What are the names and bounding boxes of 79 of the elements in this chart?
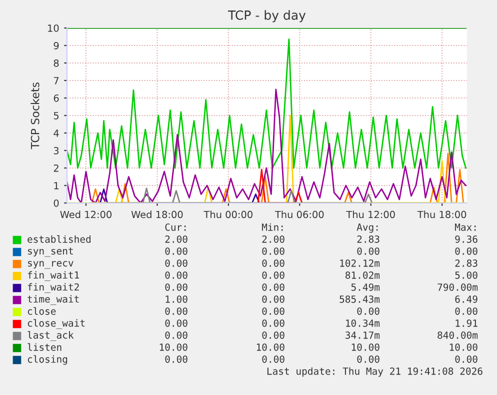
text: Cur: — [165, 223, 186, 231]
text: 2.00 — [165, 235, 188, 243]
y-axis-title: TCP Sockets — [30, 82, 40, 150]
text: Last update: Thu May 21 19:41:08 2026 — [267, 367, 482, 377]
y-tick-label: 3 — [54, 146, 59, 154]
text: 0.00 — [262, 331, 284, 339]
text: 102.12m — [340, 259, 380, 267]
text: Avg: — [356, 224, 378, 233]
text: 0.00 — [165, 271, 188, 279]
text: 0.00 — [262, 259, 284, 267]
y-tick-label: 1 — [54, 182, 58, 190]
legend-label: last_ack — [28, 331, 74, 341]
y-tick-label: 2 — [54, 164, 58, 172]
x-tick-label: Thu 06:00 — [274, 210, 324, 218]
text: 0.00 — [455, 355, 478, 363]
legend-label: fin_wait2 — [28, 283, 79, 293]
text: 2.83 — [455, 259, 478, 267]
text: 0.00 — [357, 355, 380, 363]
y-tick-label: 8 — [54, 59, 59, 67]
text: 0.00 — [262, 283, 284, 291]
text: 840.00m — [438, 331, 478, 339]
text: 0.00 — [165, 307, 188, 315]
text: 0.00 — [165, 331, 188, 339]
text: 10.34m — [346, 319, 380, 327]
text: 0.00 — [357, 307, 380, 315]
text: 790.00m — [438, 283, 478, 291]
y-tick-label: 9 — [54, 42, 59, 50]
text: 1.00 — [166, 295, 188, 303]
text: 0.00 — [165, 355, 188, 363]
text: 9.36 — [455, 235, 478, 243]
text: 81.02m — [346, 271, 380, 279]
legend-label: syn_sent — [28, 248, 73, 257]
text: 0.00 — [262, 355, 284, 363]
y-tick-label: 7 — [54, 77, 59, 84]
text: 5.00 — [455, 271, 478, 279]
text: 0.00 — [262, 247, 284, 255]
x-tick-label: Thu 12:00 — [346, 210, 395, 218]
text: 0.00 — [165, 259, 188, 267]
text: 5.49m — [351, 283, 380, 291]
x-tick-label: Thu 00:00 — [204, 210, 252, 218]
y-tick-label: 0 — [54, 199, 59, 207]
legend-label: close — [28, 307, 56, 315]
text: 0.00 — [455, 247, 478, 255]
text: 585.43m — [340, 295, 380, 303]
text: 0.00 — [165, 283, 188, 291]
text: 10.00 — [160, 343, 188, 351]
text: Max: — [454, 224, 476, 231]
legend-label: syn_recv — [28, 260, 74, 269]
text: 0.00 — [262, 319, 284, 327]
x-tick-label: Thu 18:00 — [417, 210, 466, 218]
text: 10.00 — [256, 343, 284, 351]
text: 0.00 — [262, 307, 284, 315]
text: 10.00 — [450, 343, 478, 351]
y-tick-label: 5 — [54, 112, 59, 120]
legend-label: closing — [28, 355, 68, 365]
x-tick-label: Wed 18:00 — [131, 210, 183, 218]
text: 10.00 — [352, 343, 380, 351]
text: 0.00 — [262, 271, 284, 279]
x-tick-label: Wed 12:00 — [60, 210, 112, 218]
legend-label: fin_wait1 — [28, 271, 80, 281]
text: 0.00 — [165, 247, 188, 255]
text: 6.49 — [455, 295, 478, 303]
text: 0.00 — [165, 319, 188, 327]
y-tick-label: 6 — [54, 94, 59, 102]
text: 2.83 — [357, 235, 380, 243]
legend-label: established — [28, 235, 90, 243]
text: Min: — [262, 223, 283, 231]
y-tick-label: 10 — [48, 24, 59, 32]
chart-title: TCP - by day — [228, 10, 306, 22]
text: 2.00 — [262, 235, 284, 243]
text: 0.00 — [455, 307, 478, 315]
legend-label: listen — [28, 343, 62, 351]
y-tick-label: 4 — [54, 130, 59, 137]
legend-label: close_wait — [28, 319, 85, 329]
text: 0.00 — [262, 295, 284, 303]
legend-label: time_wait — [28, 295, 79, 305]
text: 34.17m — [346, 331, 380, 339]
text: 1.91 — [456, 319, 478, 327]
text: 0.00 — [357, 247, 380, 255]
